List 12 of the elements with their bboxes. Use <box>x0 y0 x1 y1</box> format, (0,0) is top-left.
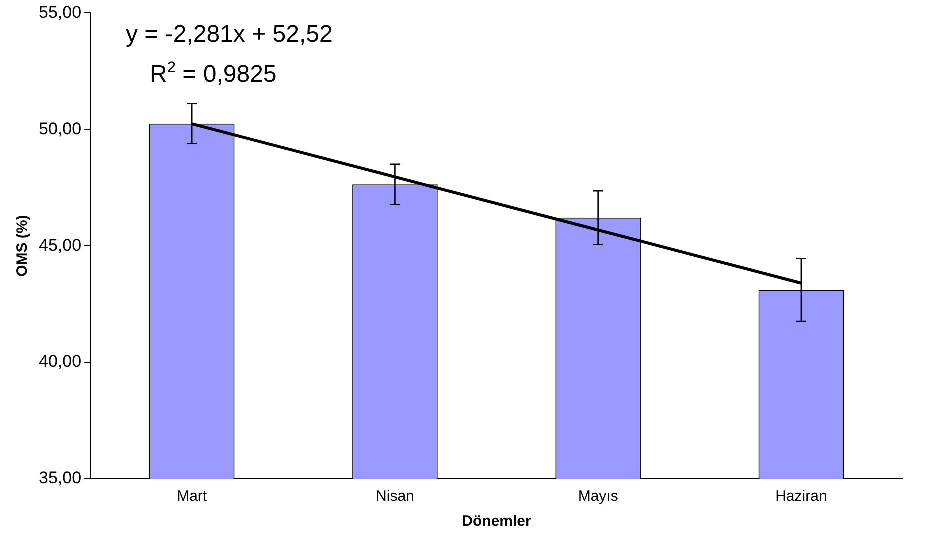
y-tick-label: 45,00 <box>38 236 82 255</box>
x-tick-label: Mart <box>177 488 208 506</box>
y-axis-title: OMS (%) <box>14 215 32 277</box>
x-tick-label: Haziran <box>776 488 828 506</box>
y-tick-label: 50,00 <box>38 119 82 138</box>
annotation: y = -2,281x + 52,52 <box>126 21 333 48</box>
y-tick-label: 35,00 <box>38 468 82 488</box>
x-tick-label: Nisan <box>376 488 414 506</box>
x-tick-label: Mayıs <box>578 488 618 506</box>
y-tick-label: 55,00 <box>38 2 82 22</box>
y-tick-label: 40,00 <box>38 352 82 372</box>
x-axis-title: Dönemler <box>462 513 532 530</box>
